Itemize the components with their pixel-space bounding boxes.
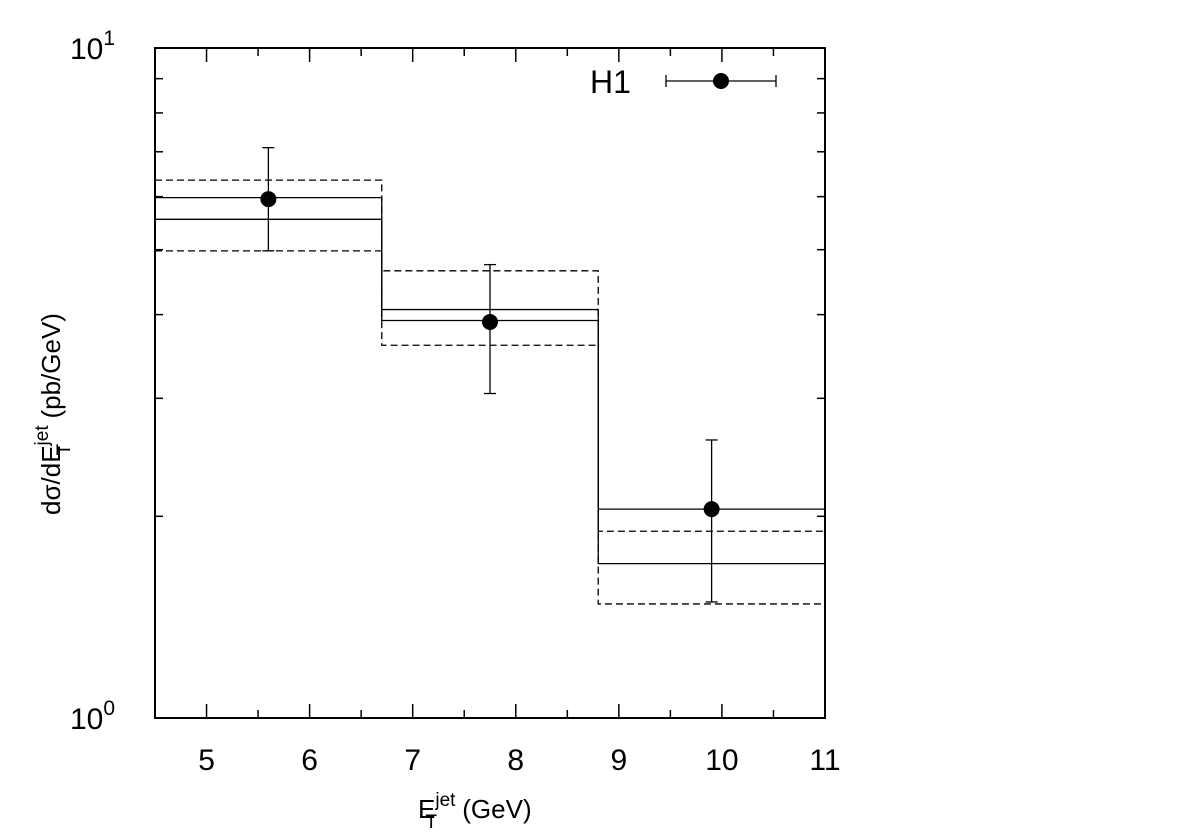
data-point <box>703 439 720 603</box>
legend-dot <box>713 73 729 89</box>
y-axis-label-rest: (pb/GeV) <box>36 313 66 426</box>
y-tick-label-base: 10 <box>70 33 103 66</box>
dashed-band-upper <box>155 179 825 532</box>
x-tick-label: 10 <box>705 744 738 777</box>
x-axis-label-main: E <box>418 794 435 824</box>
axis-ticks <box>154 48 826 718</box>
x-axis-label-sub: T <box>425 812 437 833</box>
x-axis-label-sup: jet <box>434 790 456 811</box>
x-axis-label: Ejet T (GeV) <box>418 790 532 833</box>
x-tick-label: 6 <box>301 744 318 777</box>
y-axis-label-sub: T <box>54 443 75 455</box>
y-axis-label-sup: jet <box>32 425 53 447</box>
y-axis-label: dσ/dEjetT (pb/GeV) <box>32 313 75 515</box>
plot-frame <box>154 47 826 719</box>
y-tick-label: 101 <box>70 27 115 66</box>
data-marker <box>482 313 498 330</box>
data-point <box>482 263 498 395</box>
legend: H1 <box>590 64 777 100</box>
legend-marker <box>665 73 777 89</box>
x-tick-label: 9 <box>611 744 628 777</box>
x-tick-label: 7 <box>404 744 421 777</box>
x-tick-label: 8 <box>507 744 524 777</box>
x-axis-label-rest: (GeV) <box>455 794 532 824</box>
data-marker <box>703 501 720 518</box>
data-point <box>260 147 277 252</box>
data-points <box>260 147 720 603</box>
y-tick-label: 100 <box>70 697 115 736</box>
y-axis-label-main: dσ/dE <box>36 445 66 515</box>
x-tick-label: 11 <box>809 744 840 777</box>
x-tick-label: 5 <box>198 744 215 777</box>
legend-label: H1 <box>590 64 631 100</box>
y-tick-label-exp: 0 <box>103 697 115 720</box>
y-tick-label-exp: 1 <box>103 27 115 50</box>
x-tick-labels: 5 6 7 8 9 10 11 <box>198 744 840 777</box>
data-marker <box>260 191 277 208</box>
y-tick-label-base: 10 <box>70 703 103 736</box>
